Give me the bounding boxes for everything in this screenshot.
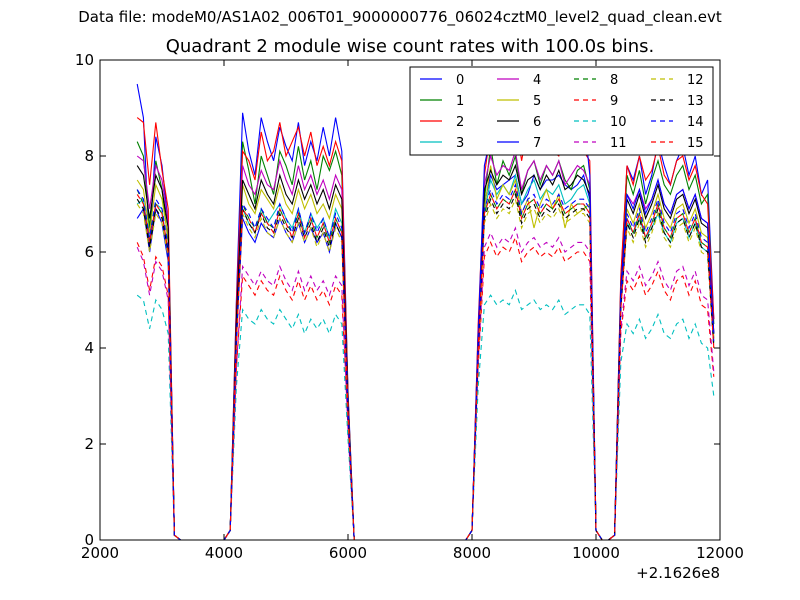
legend-entry-6: 6 — [497, 115, 541, 130]
legend-entry-9: 9 — [574, 94, 618, 109]
series-line-9 — [136, 235, 715, 540]
series-line-12 — [136, 197, 715, 540]
legend-entry-3: 3 — [420, 136, 464, 151]
legend-label: 13 — [687, 94, 704, 109]
x-tick-label: 4000 — [205, 544, 243, 562]
legend-label: 6 — [533, 115, 541, 130]
legend-label: 5 — [533, 94, 541, 109]
legend-entry-4: 4 — [497, 73, 541, 88]
series-layer — [136, 83, 715, 540]
legend-entry-2: 2 — [420, 115, 464, 130]
legend-entry-0: 0 — [420, 73, 464, 88]
x-tick-label: 8000 — [453, 544, 491, 562]
legend-entry-10: 10 — [574, 115, 627, 130]
y-tick-label: 10 — [75, 51, 94, 69]
series-line-11 — [136, 226, 715, 540]
legend-entry-13: 13 — [651, 94, 704, 109]
legend-label: 9 — [610, 94, 618, 109]
series-line-2 — [136, 117, 715, 540]
legend-label: 4 — [533, 73, 541, 88]
legend-entry-1: 1 — [420, 94, 464, 109]
legend-entry-11: 11 — [574, 136, 627, 151]
x-tick-label: 2000 — [81, 544, 119, 562]
x-tick-label: 6000 — [329, 544, 367, 562]
legend-label: 15 — [687, 136, 704, 151]
legend-box — [409, 66, 714, 156]
legend-label: 14 — [687, 115, 704, 130]
legend-label: 12 — [687, 73, 704, 88]
legend-label: 11 — [610, 136, 627, 151]
y-tick-label: 6 — [84, 243, 94, 261]
x-tick-label: 10000 — [572, 544, 620, 562]
axes-frame — [99, 59, 721, 541]
legend-entry-14: 14 — [651, 115, 704, 130]
x-axis-offset-label: +2.1626e8 — [636, 564, 720, 582]
legend-entry-15: 15 — [651, 136, 704, 151]
y-tick-label: 4 — [84, 339, 94, 357]
legend-entry-8: 8 — [574, 73, 618, 88]
series-line-8 — [136, 187, 715, 540]
legend-label: 1 — [456, 94, 464, 109]
y-tick-label: 8 — [84, 147, 94, 165]
series-line-10 — [136, 288, 715, 540]
chart-title: Quadrant 2 module wise count rates with … — [165, 36, 655, 57]
legend-entry-12: 12 — [651, 73, 704, 88]
x-tick-label: 12000 — [696, 544, 744, 562]
legend-entry-5: 5 — [497, 94, 541, 109]
legend-label: 10 — [610, 115, 627, 130]
legend-label: 7 — [533, 136, 541, 151]
series-line-15 — [136, 187, 715, 540]
legend-label: 0 — [456, 73, 464, 88]
data-file-caption: Data file: modeM0/AS1A02_006T01_90000007… — [78, 8, 722, 26]
legend-label: 3 — [456, 136, 464, 151]
legend-entry-7: 7 — [497, 136, 541, 151]
legend-label: 2 — [456, 115, 464, 130]
legend-label: 8 — [610, 73, 618, 88]
y-tick-label: 2 — [84, 435, 94, 453]
y-tick-label: 0 — [84, 531, 94, 549]
series-line-14 — [136, 183, 715, 540]
series-line-7 — [136, 93, 715, 540]
series-line-13 — [136, 192, 715, 540]
